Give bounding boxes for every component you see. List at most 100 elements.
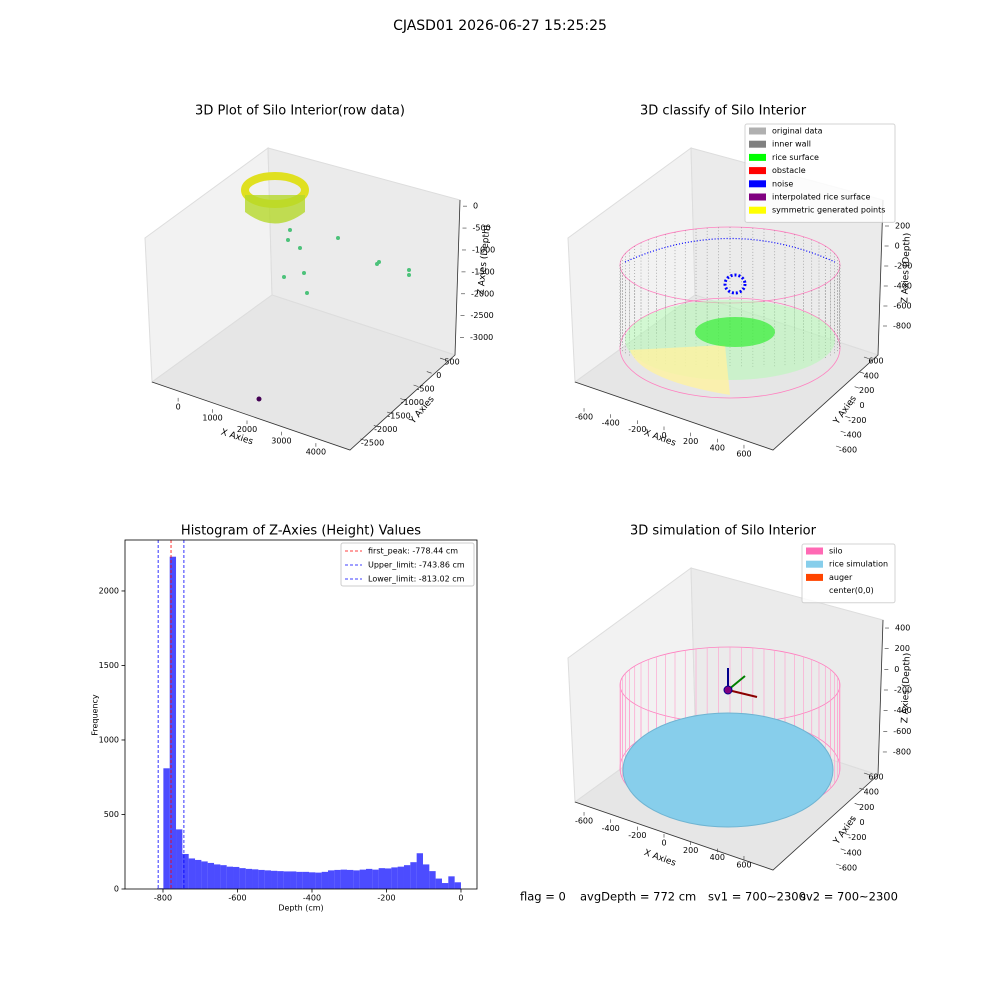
z-tick-label: 0	[894, 665, 899, 674]
x-tick-label: 1000	[202, 414, 222, 423]
x-tick-label: 3000	[271, 436, 291, 445]
silo-bottom	[619, 297, 841, 399]
z-tick-label: -800	[893, 322, 911, 331]
bar	[201, 861, 208, 889]
y-tick-label: 500	[444, 358, 459, 367]
z-tick-label: -3000	[470, 333, 493, 342]
bar	[429, 871, 436, 889]
legend-swatch	[749, 206, 766, 214]
bar	[422, 864, 430, 889]
point-cloud	[245, 195, 305, 224]
axis-line	[574, 199, 884, 451]
y-tick-label: -400	[844, 848, 862, 857]
bar	[328, 870, 335, 889]
bar	[207, 862, 215, 889]
z-tick-label: 200	[895, 644, 910, 653]
z-tick-label: 200	[895, 222, 910, 231]
y-tick-label: 600	[868, 772, 883, 781]
z-axis-label: Z Axies (Depth)	[900, 233, 912, 304]
tick-mark	[386, 411, 392, 414]
y-tick-label: -400	[844, 431, 862, 440]
legend-label: auger	[829, 573, 853, 582]
legend-label: interpolated rice surface	[772, 193, 870, 202]
z-tick-label: -400	[894, 282, 912, 291]
legend-label: rice surface	[772, 153, 819, 162]
tick-mark	[854, 386, 860, 389]
panel-title: 3D Plot of Silo Interior(row data)	[195, 104, 405, 119]
x-tick-label: 0	[458, 894, 463, 903]
bar	[214, 864, 221, 889]
x-tick-label: 200	[683, 437, 698, 446]
z-tick-label: -800	[893, 747, 911, 756]
tick-mark	[849, 401, 855, 404]
z-tick-label: -200	[894, 262, 912, 271]
tick-mark	[854, 803, 860, 806]
bar	[347, 869, 354, 889]
y-tick-label: 0	[859, 401, 864, 410]
bar	[290, 871, 297, 889]
bar	[277, 871, 284, 889]
x-tick-label: 0	[661, 431, 666, 440]
legend-label: noise	[772, 179, 793, 188]
legend-swatch	[749, 180, 766, 188]
x-tick-label: 600	[736, 449, 751, 458]
y-tick-label: 400	[864, 788, 879, 797]
x-tick-label: -400	[602, 824, 620, 833]
x-tick-label: -200	[628, 425, 646, 434]
x-tick-label: 2000	[237, 425, 257, 434]
legend-swatch	[749, 153, 766, 161]
bar	[321, 871, 329, 889]
bar	[315, 872, 322, 889]
point	[377, 260, 381, 264]
point	[286, 238, 290, 242]
bar	[271, 870, 278, 889]
bar	[220, 865, 227, 889]
rice-core	[695, 317, 775, 347]
bar	[441, 883, 449, 889]
tick-mark	[859, 787, 865, 791]
status-depth: avgDepth = 772 cm	[580, 890, 696, 904]
y-tick-label: -600	[839, 445, 857, 454]
x-tick-label: 200	[683, 846, 698, 855]
x-tick-label: 400	[710, 443, 725, 452]
point	[336, 236, 340, 240]
y-tick-label: 400	[864, 371, 879, 380]
x-tick-label: -200	[628, 831, 646, 840]
figure-title: CJASD01 2026-06-27 15:25:25	[393, 18, 607, 34]
y-tick-label: 200	[859, 386, 874, 395]
legend-label: Lower_limit: -813.02 cm	[368, 575, 465, 584]
bar	[169, 556, 177, 889]
tick-mark	[439, 357, 445, 360]
legend-label: Upper_limit: -743.86 cm	[368, 561, 465, 570]
point	[302, 271, 306, 275]
bar	[384, 868, 392, 889]
tick-mark	[413, 384, 419, 387]
x-tick-label: 0	[176, 402, 181, 411]
point	[298, 246, 302, 250]
y-tick-label: -1000	[401, 398, 424, 407]
bar	[176, 829, 183, 889]
tick-mark	[840, 430, 846, 434]
tick-mark	[835, 863, 841, 866]
auger-x	[727, 689, 758, 698]
axis-line	[574, 619, 884, 871]
x-tick-label: 400	[710, 853, 725, 862]
x-tick-label: 4000	[306, 448, 326, 457]
point	[282, 275, 286, 279]
bar	[283, 871, 291, 889]
bar	[397, 866, 404, 889]
x-tick-label: -200	[377, 894, 395, 903]
x-tick-label: -400	[303, 894, 321, 903]
legend-swatch	[806, 573, 823, 581]
bar	[454, 882, 461, 889]
bar	[239, 868, 246, 889]
z-tick-label: -400	[894, 706, 912, 715]
bar	[365, 868, 373, 889]
panel-title: Histogram of Z-Axies (Height) Values	[181, 524, 421, 539]
z-tick-label: 0	[895, 242, 900, 251]
tick-mark	[863, 772, 869, 775]
center	[723, 685, 733, 695]
noise	[723, 273, 747, 295]
legend-box	[340, 542, 475, 587]
